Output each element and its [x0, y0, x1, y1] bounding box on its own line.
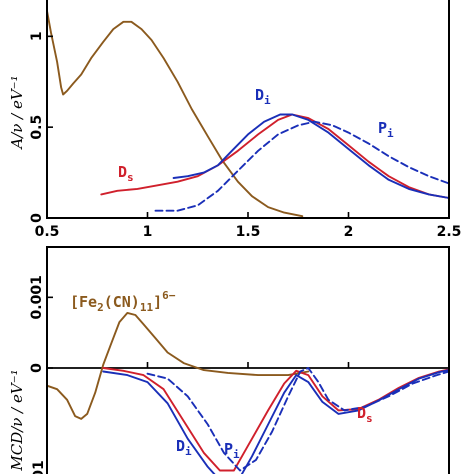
top-plot-frame	[46, 0, 450, 219]
top-y-tick-label-0: 0	[29, 213, 45, 223]
bottom-curves	[46, 311, 450, 474]
top-label-ds: Ds	[118, 163, 134, 184]
bottom-label-ds: Ds	[357, 404, 373, 425]
bottom-series-labels: Ds Di Pi	[176, 404, 373, 461]
bottom-series-line-0	[46, 311, 310, 420]
top-series-line-0	[46, 9, 304, 218]
top-x-tick-label-1: 1	[143, 224, 153, 240]
top-x-tick-label-3: 2	[344, 224, 354, 240]
top-y-tick-label-2: 1	[29, 31, 45, 41]
bottom-ylabel-text: MCD/ν / eV⁻¹	[8, 369, 26, 471]
bottom-series-line-3	[146, 367, 450, 472]
top-series-line-3	[154, 120, 450, 212]
bottom-label-pi: Pi	[224, 440, 240, 461]
top-ticks: 0.5 1 1.5 2 2.500.51	[29, 31, 461, 240]
top-series-line-2	[172, 113, 450, 199]
bottom-y-tick-label-1: 0.001	[29, 275, 45, 319]
top-ylabel: A/ν / eV⁻¹	[8, 75, 26, 150]
bottom-ylabel: MCD/ν / eV⁻¹	[8, 369, 26, 471]
bottom-plot-frame	[46, 246, 450, 474]
top-series-line-1	[100, 113, 450, 199]
top-series-labels: Ds Di Pi	[118, 86, 394, 184]
top-x-tick-label-2: 1.5	[236, 224, 261, 240]
top-label-pi: Pi	[378, 119, 394, 140]
top-panel: 0.5 1 1.5 2 2.500.51 A/ν / eV⁻¹ Ds Di Pi	[8, 0, 461, 240]
top-ylabel-text: A/ν / eV⁻¹	[8, 75, 26, 150]
top-label-di: Di	[255, 86, 271, 107]
top-curves	[46, 9, 450, 218]
bottom-compound-label: [Fe2(CN)11]6−	[70, 289, 176, 314]
bottom-label-di: Di	[176, 437, 192, 458]
top-x-tick-label-4: 2.5	[437, 224, 462, 240]
bottom-panel: 0 0.001 01 MCD/ν / eV⁻¹ [Fe2(CN)11]6− Ds …	[8, 246, 450, 474]
bottom-y-tick-label-0: 0	[29, 363, 45, 373]
bottom-series-line-1	[102, 367, 450, 472]
bottom-series-line-2	[102, 369, 450, 474]
bottom-ticks: 0 0.001	[29, 275, 450, 373]
top-x-tick-label-0: 0.5	[35, 224, 60, 240]
top-y-tick-label-1: 0.5	[29, 115, 45, 140]
bottom-partial-tick-label: 01	[31, 460, 47, 474]
